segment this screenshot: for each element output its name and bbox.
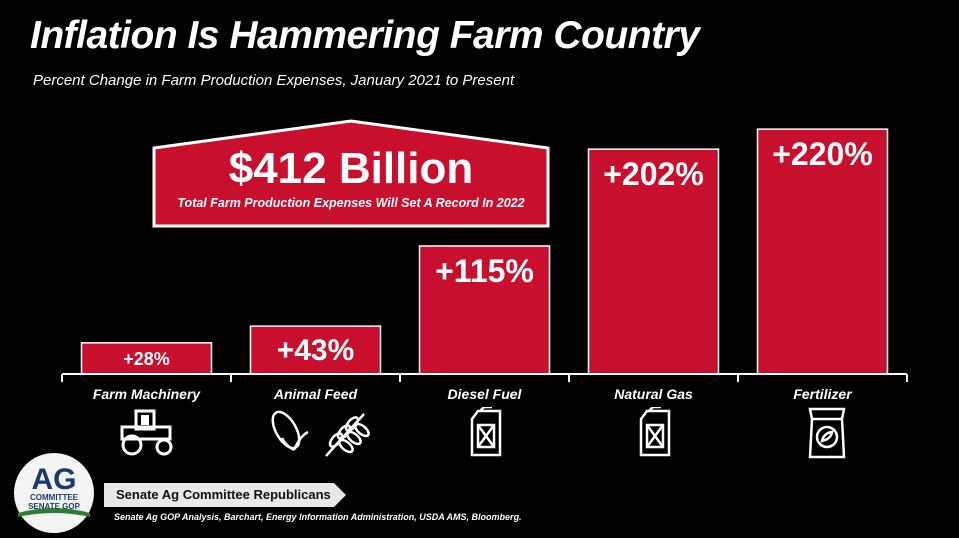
- corn-wheat-icon: [271, 410, 370, 457]
- category-label: Farm Machinery: [93, 386, 202, 402]
- category-label: Natural Gas: [614, 386, 693, 402]
- total-expenses-callout: $412 Billion Total Farm Production Expen…: [150, 118, 552, 230]
- banner-shape: [104, 483, 346, 507]
- chart-title: Inflation Is Hammering Farm Country: [30, 14, 700, 57]
- callout-value: $412 Billion: [228, 144, 474, 193]
- ag-committee-logo: AG COMMITTEE SENATE GOP: [14, 453, 94, 533]
- svg-text:AG: AG: [32, 463, 77, 496]
- data-label: +28%: [123, 349, 170, 369]
- chart-subtitle: Percent Change in Farm Production Expens…: [33, 72, 515, 89]
- svg-text:COMMITTEE: COMMITTEE: [30, 493, 79, 502]
- data-label: +43%: [277, 334, 355, 367]
- svg-text:SENATE GOP: SENATE GOP: [28, 502, 81, 511]
- bar: [80, 342, 213, 375]
- data-label: +202%: [603, 156, 704, 192]
- source-note: Senate Ag GOP Analysis, Barchart, Energy…: [114, 512, 522, 522]
- category-label: Animal Feed: [273, 386, 358, 402]
- barn-shape: [152, 119, 550, 228]
- category-label: Diesel Fuel: [448, 386, 523, 402]
- bar: [418, 245, 551, 375]
- banner-label: Senate Ag Committee Republicans: [116, 487, 331, 502]
- fertilizer-bag-icon: [808, 407, 846, 459]
- category-label: Fertilizer: [793, 386, 853, 402]
- fuel-can-icon: [470, 407, 502, 457]
- bar: [756, 128, 889, 375]
- tractor-icon: [120, 409, 173, 456]
- fuel-can-icon: [639, 407, 671, 457]
- data-label: +220%: [772, 136, 873, 172]
- bar: [587, 148, 720, 375]
- callout-text: Total Farm Production Expenses Will Set …: [177, 196, 525, 210]
- data-label: +115%: [435, 253, 534, 289]
